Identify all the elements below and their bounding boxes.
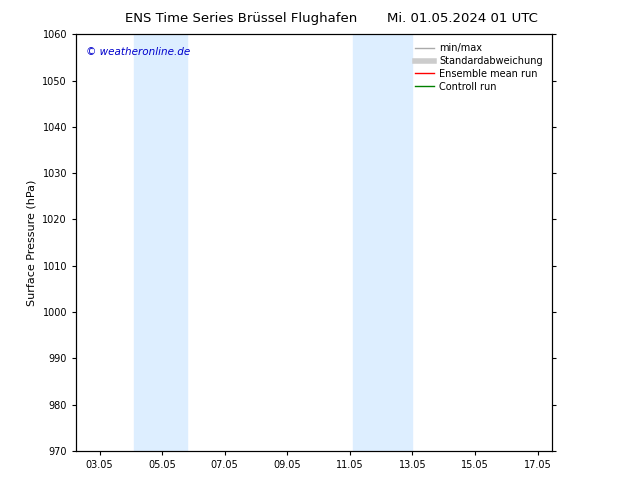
Legend: min/max, Standardabweichung, Ensemble mean run, Controll run: min/max, Standardabweichung, Ensemble me… bbox=[411, 39, 547, 96]
Y-axis label: Surface Pressure (hPa): Surface Pressure (hPa) bbox=[27, 179, 37, 306]
Bar bbox=[353, 34, 412, 451]
Bar bbox=[134, 34, 187, 451]
Text: Mi. 01.05.2024 01 UTC: Mi. 01.05.2024 01 UTC bbox=[387, 12, 538, 25]
Text: ENS Time Series Brüssel Flughafen: ENS Time Series Brüssel Flughafen bbox=[125, 12, 357, 25]
Text: © weatheronline.de: © weatheronline.de bbox=[86, 47, 190, 57]
